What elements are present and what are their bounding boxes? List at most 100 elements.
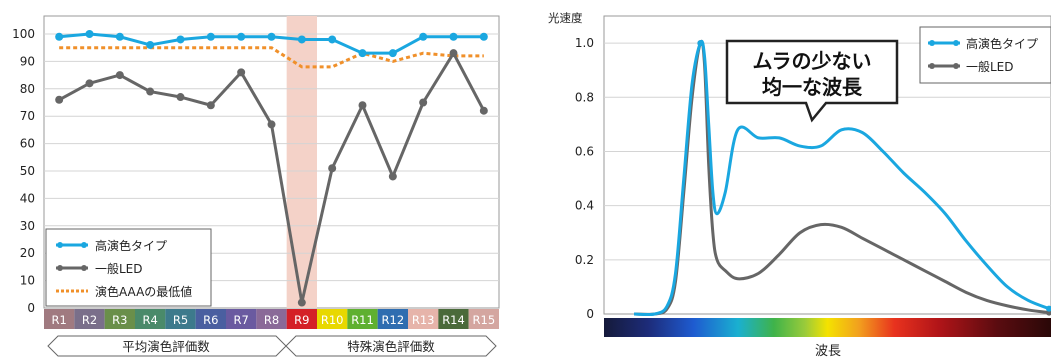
data-point [328, 35, 337, 44]
data-point [267, 120, 276, 129]
category-cell [317, 309, 348, 329]
y-tick-label: 0 [27, 301, 35, 315]
y-tick-label: 0.8 [575, 90, 594, 104]
data-point [115, 71, 124, 80]
data-point [146, 87, 155, 96]
data-point [55, 32, 64, 41]
spectrum-bar [604, 318, 1051, 337]
x-tick-label: R10 [321, 313, 344, 327]
data-point [419, 32, 428, 41]
group-label: 平均演色評価数 [122, 339, 210, 354]
y-tick-label: 50 [20, 164, 35, 178]
x-tick-label: R12 [382, 313, 405, 327]
y-tick-label: 10 [20, 274, 35, 288]
x-tick-label: R7 [234, 313, 249, 327]
data-point [267, 32, 276, 41]
y-tick-label: 0 [586, 307, 594, 321]
data-point [85, 79, 94, 88]
category-cell [286, 309, 317, 329]
y-axis-label: 光速度 [548, 11, 583, 25]
data-point [697, 40, 704, 47]
data-point [358, 49, 367, 58]
y-tick-label: 70 [20, 109, 35, 123]
x-axis-label: 波長 [815, 344, 841, 358]
data-point [388, 172, 397, 181]
x-tick-label: R8 [264, 313, 279, 327]
x-tick-label: R13 [412, 313, 435, 327]
category-cell [468, 309, 499, 329]
data-point [85, 30, 94, 38]
chart-right: 光速度 0 0.2 0.4 0.6 0.8 1.0 波長 [548, 11, 1051, 359]
data-point [328, 164, 337, 173]
x-tick-label: R5 [173, 313, 188, 327]
y-tick-label: 0.2 [575, 253, 594, 267]
category-cell [165, 309, 196, 329]
group-bracket-special: 特殊演色評価数 [285, 335, 497, 357]
category-cell [195, 309, 226, 329]
highlight-band [286, 16, 317, 308]
x-tick-label: R2 [82, 313, 97, 327]
category-cell [408, 309, 439, 329]
x-tick-label: R3 [112, 313, 127, 327]
y-tick-label: 90 [20, 54, 35, 68]
chart-left: 0 10 20 30 40 50 60 70 80 90 100 R1 R2 R3 R4 R5 R6 R7 R8 R… [12, 15, 500, 357]
legend-item-high-cri: 高演色タイプ [928, 36, 1038, 51]
legend-item-aaa-min: 演色AAAの最低値 [56, 284, 192, 299]
category-cell [135, 309, 166, 329]
data-point [237, 32, 246, 41]
group-label: 特殊演色評価数 [347, 339, 435, 354]
y-tick-label: 20 [20, 246, 35, 260]
data-point [449, 49, 458, 58]
legend-item-high-cri: 高演色タイプ [56, 238, 167, 253]
data-point [479, 32, 488, 41]
category-cell [438, 309, 469, 329]
category-cell [377, 309, 408, 329]
x-tick-label: R15 [473, 313, 496, 327]
category-cell [104, 309, 135, 329]
data-point [1046, 305, 1051, 312]
data-point [237, 68, 246, 77]
y-tick-label: 0.6 [575, 144, 594, 158]
annotation-line-1: ムラの少ない [753, 49, 872, 73]
annotation-line-2: 均一な波長 [762, 75, 863, 99]
group-bracket-average: 平均演色評価数 [47, 335, 287, 357]
series-line [633, 39, 1050, 317]
data-point [206, 101, 215, 110]
legend-label: 演色AAAの最低値 [95, 284, 192, 299]
legend-box [919, 26, 1051, 84]
y-tick-label: 0.4 [575, 199, 594, 213]
data-point [449, 32, 458, 41]
data-point [176, 35, 185, 44]
y-tick-label: 60 [20, 137, 35, 151]
legend-left: 高演色タイプ 一般LED 演色AAAの最低値 [45, 228, 212, 307]
data-point [297, 35, 306, 44]
data-point [146, 40, 155, 49]
category-cell [74, 309, 105, 329]
category-cell [347, 309, 378, 329]
y-tick-label: 80 [20, 82, 35, 96]
data-point [176, 93, 185, 102]
x-tick-label: R6 [203, 313, 218, 327]
y-tick-label: 30 [20, 219, 35, 233]
legend-label: 一般LED [966, 59, 1014, 74]
data-point [55, 95, 64, 104]
category-cell [256, 309, 287, 329]
y-tick-label: 40 [20, 191, 35, 205]
data-point [479, 106, 488, 115]
data-point [419, 98, 428, 107]
y-tick-label: 100 [12, 27, 35, 41]
data-point [206, 32, 215, 41]
annotation-callout: ムラの少ない 均一な波長 [725, 39, 899, 123]
legend-label: 高演色タイプ [966, 36, 1038, 51]
x-tick-label: R1 [52, 313, 67, 327]
legend-label: 高演色タイプ [95, 238, 167, 253]
data-point [115, 32, 124, 41]
data-point [388, 49, 397, 58]
category-cell [226, 309, 257, 329]
y-tick-label: 1.0 [575, 36, 594, 50]
x-tick-label: R11 [351, 313, 374, 327]
legend-item-general-led: 一般LED [928, 59, 1014, 74]
category-cell [44, 309, 75, 329]
x-tick-label: R14 [442, 313, 465, 327]
